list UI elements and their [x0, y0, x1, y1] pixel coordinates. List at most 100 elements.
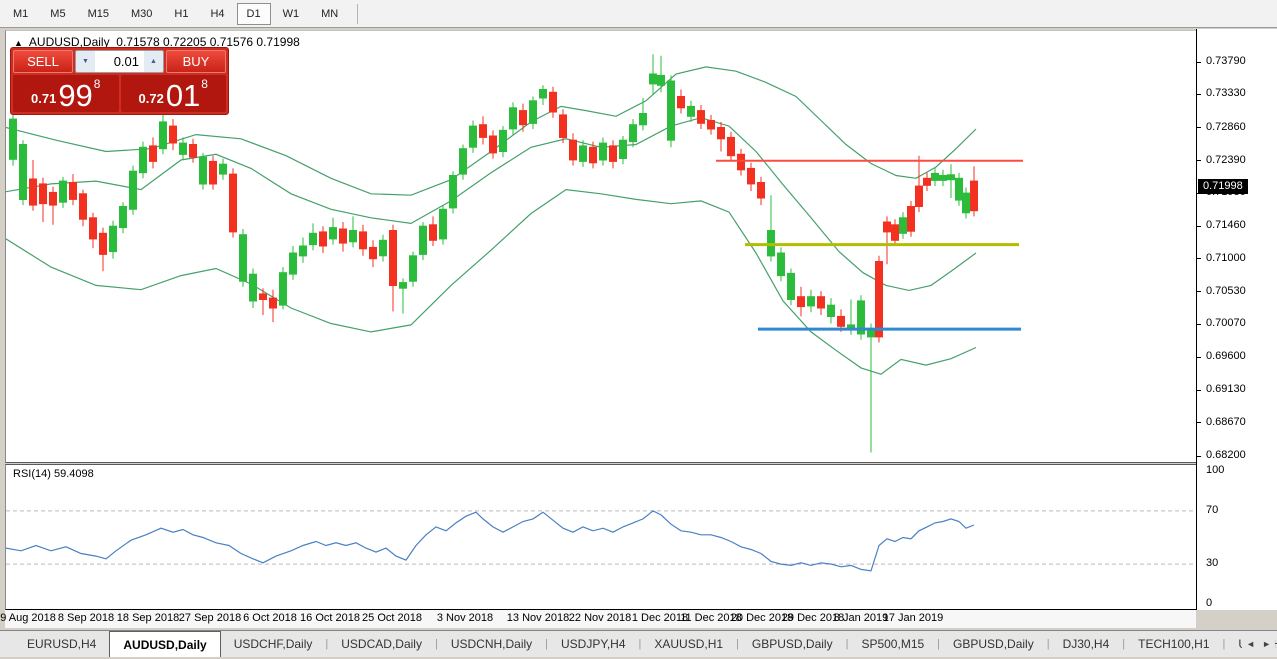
- candle: [49, 186, 57, 225]
- candle: [169, 119, 177, 151]
- candlestick-chart[interactable]: [6, 31, 1197, 462]
- candle: [955, 172, 963, 206]
- candle: [439, 205, 447, 245]
- buy-price-point: 8: [201, 77, 208, 91]
- candle: [319, 226, 327, 253]
- timeframe-button-m15[interactable]: M15: [87, 7, 109, 20]
- candle: [747, 162, 755, 191]
- chart-tab-eurusd-h4[interactable]: EURUSD,H4: [27, 637, 97, 651]
- candle: [519, 103, 527, 132]
- candle: [891, 219, 899, 246]
- candle: [159, 114, 167, 155]
- candle: [657, 55, 665, 93]
- chart-tab-xauusd-h1[interactable]: XAUUSD,H1: [654, 637, 724, 651]
- candle: [947, 164, 955, 198]
- price-axis-label: 0.73330: [1206, 87, 1246, 99]
- candle: [697, 105, 705, 129]
- price-axis-label: 0.71000: [1206, 252, 1246, 264]
- chart-title: ▲ AUDUSD,Daily 0.71578 0.72205 0.71576 0.…: [14, 35, 300, 49]
- tab-scroll-left-icon[interactable]: ◄: [1246, 638, 1256, 649]
- price-axis-label: 0.73790: [1206, 55, 1246, 67]
- chart-tab-usdjpy-h4[interactable]: USDJPY,H4: [561, 637, 626, 651]
- candle: [269, 289, 277, 323]
- sell-price-quote[interactable]: 0.71 99 8: [13, 75, 119, 112]
- collapse-triangle-icon[interactable]: ▲: [14, 38, 23, 48]
- candle: [817, 291, 825, 315]
- chart-tab-usdcnh-daily[interactable]: USDCNH,Daily: [450, 637, 533, 651]
- candle: [229, 168, 237, 238]
- candle: [807, 289, 815, 313]
- date-axis-label: 13 Nov 2018: [506, 612, 570, 624]
- candle: [209, 155, 217, 190]
- tab-separator: |: [845, 638, 849, 650]
- timeframe-button-h1[interactable]: H1: [174, 7, 189, 20]
- candle: [509, 102, 517, 135]
- date-axis-label: 22 Nov 2018: [568, 612, 632, 624]
- candle: [599, 137, 607, 166]
- chart-tab-sp500-m15[interactable]: SP500,M15: [861, 637, 925, 651]
- candle: [777, 247, 785, 282]
- candle: [379, 234, 387, 262]
- price-tick-mark: [1197, 226, 1201, 227]
- rsi-indicator-pane[interactable]: [5, 464, 1197, 610]
- candle: [757, 176, 765, 206]
- timeframe-button-w1[interactable]: W1: [282, 7, 300, 20]
- timeframe-button-m30[interactable]: M30: [130, 7, 153, 20]
- chart-tab-gbpusd-daily[interactable]: GBPUSD,Daily: [751, 637, 833, 651]
- price-tick-mark: [1197, 357, 1201, 358]
- timeframe-button-m5[interactable]: M5: [50, 7, 66, 20]
- tab-scroll-right-icon[interactable]: ►: [1262, 638, 1271, 649]
- sell-button[interactable]: SELL: [13, 50, 73, 73]
- price-tick-mark: [1197, 456, 1201, 457]
- candle: [499, 126, 507, 158]
- candle: [529, 96, 537, 129]
- candle: [609, 140, 617, 169]
- candle: [79, 189, 87, 227]
- date-axis-label: 25 Oct 2018: [362, 612, 422, 624]
- timeframe-button-h4[interactable]: H4: [210, 7, 225, 20]
- candle: [857, 295, 865, 340]
- bollinger-upper-band: [6, 66, 977, 196]
- chart-tab-audusd-daily[interactable]: AUDUSD,Daily: [109, 631, 221, 657]
- price-tick-mark: [1197, 324, 1201, 325]
- candle: [569, 133, 577, 166]
- price-axis-label: 0.70530: [1206, 285, 1246, 297]
- candle: [970, 166, 978, 217]
- price-tick-mark: [1197, 127, 1201, 128]
- chart-tab-gbpusd-daily[interactable]: GBPUSD,Daily: [953, 637, 1034, 651]
- rsi-axis-label: 0: [1206, 597, 1213, 609]
- chart-tab-usdcad-daily[interactable]: USDCAD,Daily: [341, 637, 422, 651]
- candle: [189, 138, 197, 163]
- date-axis-label: 29 Dec 2018: [781, 612, 845, 624]
- date-axis-label: 8 Sep 2018: [57, 612, 115, 624]
- candle: [629, 119, 637, 148]
- chart-tab-dj30-h4[interactable]: DJ30,H4: [1062, 637, 1110, 651]
- lot-size-group: ▼ ▲: [75, 50, 164, 73]
- buy-button[interactable]: BUY: [166, 50, 226, 73]
- date-axis-label: 6 Oct 2018: [243, 612, 297, 624]
- date-axis-label: 3 Nov 2018: [436, 612, 494, 624]
- lot-decrease-button[interactable]: ▼: [76, 51, 95, 72]
- tab-separator: |: [434, 638, 438, 650]
- candle: [199, 152, 207, 190]
- candle: [59, 176, 67, 208]
- date-axis-label: 17 Jan 2019: [882, 612, 944, 624]
- timeframe-button-d1[interactable]: D1: [236, 2, 271, 25]
- buy-price-quote[interactable]: 0.72 01 8: [120, 75, 226, 112]
- chart-tab-tech100-h1[interactable]: TECH100,H1: [1138, 637, 1210, 651]
- chart-tab-usdchf-daily[interactable]: USDCHF,Daily: [233, 637, 313, 651]
- candle: [883, 216, 891, 265]
- candle: [429, 216, 437, 246]
- candle: [279, 267, 287, 310]
- timeframe-button-mn[interactable]: MN: [321, 7, 339, 20]
- lot-increase-button[interactable]: ▲: [144, 51, 163, 72]
- timeframe-button-m1[interactable]: M1: [13, 7, 29, 20]
- candle: [667, 75, 675, 148]
- candle: [469, 120, 477, 153]
- rsi-chart[interactable]: [6, 465, 1197, 609]
- candle: [9, 110, 17, 166]
- candle: [549, 86, 557, 118]
- candle: [915, 155, 923, 213]
- sell-price-pips: 99: [58, 78, 93, 113]
- lot-size-input[interactable]: [95, 51, 144, 72]
